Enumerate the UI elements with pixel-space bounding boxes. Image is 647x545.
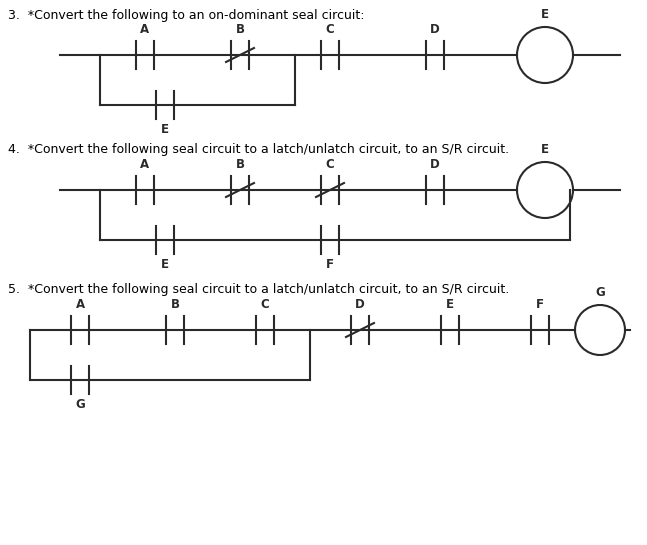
Text: A: A bbox=[76, 298, 85, 311]
Text: 4.  *Convert the following seal circuit to a latch/unlatch circuit, to an S/R ci: 4. *Convert the following seal circuit t… bbox=[8, 143, 509, 156]
Text: D: D bbox=[430, 158, 440, 171]
Text: E: E bbox=[541, 8, 549, 21]
Text: C: C bbox=[261, 298, 269, 311]
Text: E: E bbox=[446, 298, 454, 311]
Text: A: A bbox=[140, 158, 149, 171]
Text: E: E bbox=[161, 123, 169, 136]
Text: G: G bbox=[75, 398, 85, 411]
Text: G: G bbox=[595, 286, 605, 299]
Text: A: A bbox=[140, 23, 149, 36]
Text: B: B bbox=[236, 23, 245, 36]
Text: C: C bbox=[325, 158, 334, 171]
Text: E: E bbox=[541, 143, 549, 156]
Text: F: F bbox=[536, 298, 544, 311]
Text: E: E bbox=[161, 258, 169, 271]
Text: B: B bbox=[171, 298, 179, 311]
Text: B: B bbox=[236, 158, 245, 171]
Text: 5.  *Convert the following seal circuit to a latch/unlatch circuit, to an S/R ci: 5. *Convert the following seal circuit t… bbox=[8, 283, 509, 296]
Text: D: D bbox=[430, 23, 440, 36]
Text: D: D bbox=[355, 298, 365, 311]
Text: 3.  *Convert the following to an on-dominant seal circuit:: 3. *Convert the following to an on-domin… bbox=[8, 9, 364, 21]
Text: C: C bbox=[325, 23, 334, 36]
Text: F: F bbox=[326, 258, 334, 271]
